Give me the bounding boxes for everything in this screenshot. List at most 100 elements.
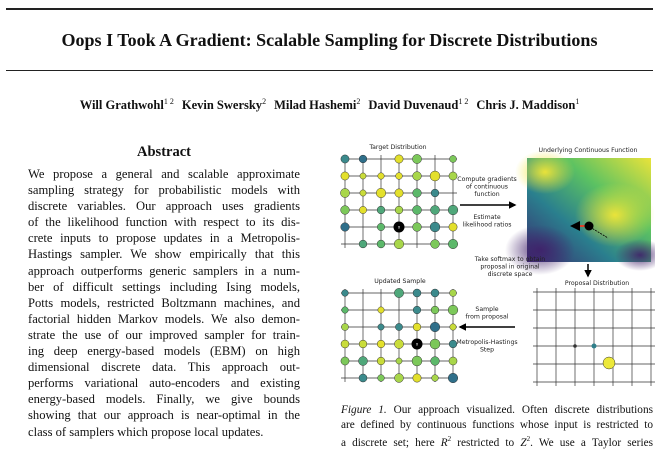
figure-caption: Figure 1. Our approach visualized. Often… [341,403,653,450]
abstract-line: showing that our approach is near-optima… [28,408,300,423]
grid-node [358,373,368,383]
mh-label: Step [480,347,494,354]
title-rule [6,70,653,71]
grid-node [449,323,457,331]
grid-node [429,170,441,182]
caption-line: are defined by continuous functions whos… [341,418,653,431]
proposal-label: Proposal Distribution [565,280,629,287]
abstract-heading: Abstract [137,144,191,160]
node-symbol: x [398,225,401,230]
grid-node [340,154,350,164]
grid-node [448,171,458,181]
abstract-line: ing deep energy-based models (EBM) on hi… [28,344,300,359]
gradient-direction [589,226,609,239]
abstract-line: Hastings sampler. We show empirically th… [28,247,300,262]
grid-node [412,205,422,215]
abstract-line: strate the use of our improved sampler f… [28,327,300,342]
abstract-line: performs variational auto-encoders and e… [28,376,300,391]
estimate-label: Estimate [473,214,501,221]
grid-node [375,187,387,199]
grid-node [430,356,440,366]
author-affiliation: 2 [262,97,267,106]
heatmap-valley [615,239,655,271]
grid-node [359,172,367,180]
softmax-label: proposal in original [480,264,540,271]
grid-node [394,154,404,164]
author-affiliation: 1 [575,97,580,106]
softmax-label: discrete space [488,271,533,278]
author-affiliation: 2 [356,97,361,106]
grid-node [447,304,459,316]
author-name: Chris J. Maddison [476,98,576,113]
abstract-line: sampling strategy for probabilistic mode… [28,183,300,198]
grid-node [449,289,457,297]
grid-node [358,154,368,164]
grid-node [431,374,439,382]
abstract-line: crete inputs to propose updates in a Met… [28,231,300,246]
grid-node [377,172,385,180]
grid-node [412,288,422,298]
grid-node [377,306,385,314]
grid-node [394,205,404,215]
grid-node [394,339,404,349]
softmax-label: Take softmax to obtain [474,256,545,263]
author-affiliation: 1 2 [163,97,174,106]
grid-node [341,289,349,297]
grid-node [394,288,404,298]
grid-node [429,221,441,233]
grid-node [412,154,422,164]
abstract-body: We propose a general and scalable approx… [28,166,300,440]
caption-line: Figure 1. Our approach visualized. Often… [341,403,653,418]
proposal-node [573,344,577,348]
author-affiliation: 1 2 [458,97,469,106]
node-symbol: x [416,342,419,347]
caption-label: Figure 1. [341,404,387,416]
continuous-function-heatmap [505,150,655,275]
grid-node [448,339,458,349]
author: Milad Hashemi2 [274,97,361,113]
sample-label: Sample [475,306,498,313]
abstract-line: approach outperforms generic samplers in… [28,263,300,278]
author: Will Grathwohl1 2 [80,97,174,112]
compute-label: of continuous [466,184,508,191]
grid-node [430,288,440,298]
grid-node [412,188,422,198]
grid-node [376,205,386,215]
abstract-line: discrete variables. Our approach uses gr… [28,199,300,214]
grid-node [358,239,368,249]
grid-node [393,238,405,250]
figure: Target Distribution Underlying Continuou… [340,144,655,386]
grid-node [430,188,440,198]
author: Chris J. Maddison1 [476,97,580,113]
compute-label: function [474,191,499,198]
proposal-node [602,356,616,370]
heatmap-valley [505,225,575,275]
abstract-line: Potts models, restricted Boltzmann machi… [28,295,300,310]
grid-node [358,356,368,366]
grid-node [377,323,385,331]
grid-node [412,305,422,315]
paper-title: Oops I Took A Gradient: Scalable Samplin… [61,30,598,50]
author-name: David Duvenaud [368,98,459,113]
grid-node [340,188,350,198]
abstract-line: ber of difficult settings including Isin… [28,279,300,294]
grid-node [412,322,422,332]
continuous-label: Underlying Continuous Function [539,147,638,154]
proposal-node [591,343,597,349]
abstract-line: dimensional discrete data. This approach… [28,360,300,375]
grid-node [430,239,440,249]
grid-node [376,339,386,349]
grid-node [341,323,349,331]
author-name: Milad Hashemi [274,98,357,113]
grid-node [430,305,440,315]
grid-node [340,205,350,215]
current-node [411,338,423,350]
grid-node [358,339,368,349]
grid-node [394,188,404,198]
grid-node [395,172,403,180]
grid-node [340,356,350,366]
heatmap-peak [515,150,575,194]
grid-node [394,373,404,383]
compute-label: Compute gradients [457,176,516,183]
